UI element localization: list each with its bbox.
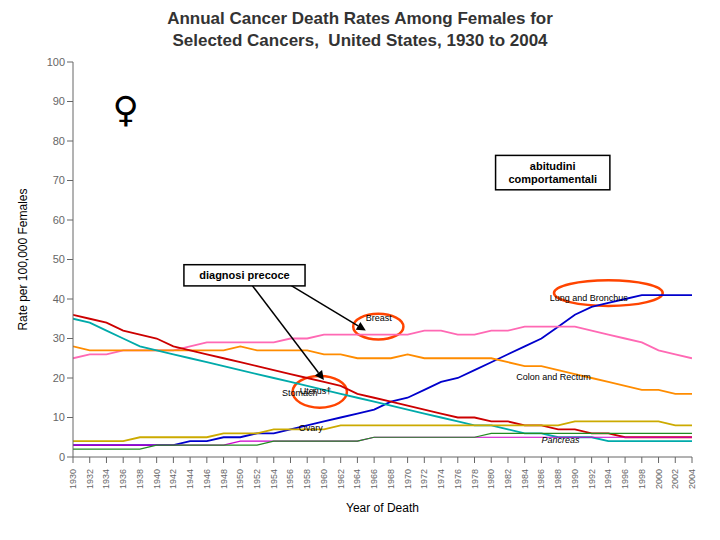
- svg-text:1962: 1962: [336, 469, 346, 489]
- svg-text:Ovary: Ovary: [299, 423, 324, 433]
- svg-text:1996: 1996: [620, 469, 630, 489]
- svg-text:1930: 1930: [68, 469, 78, 489]
- svg-text:comportamentali: comportamentali: [508, 173, 597, 185]
- svg-text:abitudini: abitudini: [530, 160, 576, 172]
- svg-text:1958: 1958: [302, 469, 312, 489]
- svg-text:1940: 1940: [152, 469, 162, 489]
- svg-text:1946: 1946: [202, 469, 212, 489]
- svg-text:1972: 1972: [419, 469, 429, 489]
- svg-text:1932: 1932: [85, 469, 95, 489]
- svg-text:10: 10: [53, 411, 65, 423]
- svg-text:1982: 1982: [503, 469, 513, 489]
- svg-text:1970: 1970: [403, 469, 413, 489]
- html-text:Selected Cancers, United State: Selected Cancers, United States, 1930 to…: [172, 31, 548, 50]
- svg-text:70: 70: [53, 174, 65, 186]
- svg-text:1942: 1942: [168, 469, 178, 489]
- svg-text:Colon and Rectum: Colon and Rectum: [516, 372, 591, 382]
- svg-text:1956: 1956: [285, 469, 295, 489]
- svg-text:Lung and Bronchus: Lung and Bronchus: [550, 293, 629, 303]
- svg-text:90: 90: [53, 95, 65, 107]
- svg-text:80: 80: [53, 135, 65, 147]
- svg-text:1950: 1950: [235, 469, 245, 489]
- svg-text:1968: 1968: [386, 469, 396, 489]
- svg-text:1954: 1954: [269, 469, 279, 489]
- svg-text:Uterus†: Uterus†: [300, 386, 332, 396]
- svg-text:1948: 1948: [219, 469, 229, 489]
- svg-text:40: 40: [53, 293, 65, 305]
- svg-text:2000: 2000: [654, 469, 664, 489]
- svg-text:1936: 1936: [118, 469, 128, 489]
- svg-text:1998: 1998: [637, 469, 647, 489]
- svg-text:1992: 1992: [587, 469, 597, 489]
- svg-text:2004: 2004: [687, 469, 697, 489]
- svg-text:Breast: Breast: [366, 313, 393, 323]
- svg-text:50: 50: [53, 253, 65, 265]
- svg-text:1938: 1938: [135, 469, 145, 489]
- svg-text:Year of Death: Year of Death: [346, 501, 419, 515]
- svg-text:100: 100: [47, 56, 65, 68]
- svg-text:1984: 1984: [520, 469, 530, 489]
- svg-text:1988: 1988: [553, 469, 563, 489]
- svg-text:1966: 1966: [369, 469, 379, 489]
- svg-text:20: 20: [53, 372, 65, 384]
- svg-text:1934: 1934: [101, 469, 111, 489]
- svg-text:0: 0: [59, 451, 65, 463]
- svg-text:1976: 1976: [453, 469, 463, 489]
- svg-text:2002: 2002: [670, 469, 680, 489]
- svg-text:♀: ♀: [113, 89, 139, 130]
- svg-text:Rate per 100,000 Females: Rate per 100,000 Females: [16, 188, 30, 330]
- svg-text:30: 30: [53, 332, 65, 344]
- svg-text:Pancreas: Pancreas: [541, 435, 580, 445]
- svg-text:1960: 1960: [319, 469, 329, 489]
- svg-text:1944: 1944: [185, 469, 195, 489]
- svg-text:1990: 1990: [570, 469, 580, 489]
- svg-text:60: 60: [53, 214, 65, 226]
- svg-text:1986: 1986: [536, 469, 546, 489]
- svg-text:1964: 1964: [352, 469, 362, 489]
- svg-text:1994: 1994: [603, 469, 613, 489]
- svg-text:1978: 1978: [470, 469, 480, 489]
- svg-text:diagnosi precoce: diagnosi precoce: [199, 269, 289, 281]
- html-text:Annual Cancer Death Rates Amon: Annual Cancer Death Rates Among Females …: [167, 9, 553, 28]
- svg-text:1952: 1952: [252, 469, 262, 489]
- svg-text:1980: 1980: [486, 469, 496, 489]
- svg-text:1974: 1974: [436, 469, 446, 489]
